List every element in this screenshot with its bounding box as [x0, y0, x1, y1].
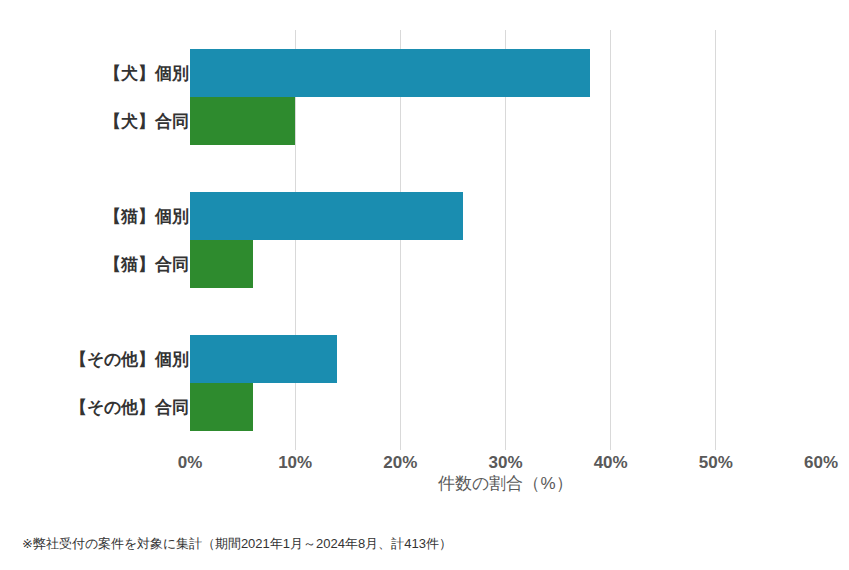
svg-text:【その他】個別: 【その他】個別 — [70, 350, 189, 369]
svg-text:【その他】合同: 【その他】合同 — [70, 398, 189, 417]
svg-text:【犬】個別: 【犬】個別 — [104, 64, 189, 83]
svg-text:0%: 0% — [178, 453, 203, 472]
svg-text:30%: 30% — [488, 453, 522, 472]
svg-text:件数の割合（%）: 件数の割合（%） — [438, 474, 572, 493]
svg-text:※弊社受付の案件を対象に集計（期間2021年1月～2024年: ※弊社受付の案件を対象に集計（期間2021年1月～2024年8月、計413件） — [22, 536, 452, 551]
svg-text:20%: 20% — [383, 453, 417, 472]
svg-text:【犬】合同: 【犬】合同 — [104, 112, 189, 131]
svg-text:40%: 40% — [594, 453, 628, 472]
svg-text:【猫】合同: 【猫】合同 — [104, 255, 189, 274]
svg-text:60%: 60% — [804, 453, 838, 472]
svg-text:10%: 10% — [278, 453, 312, 472]
svg-text:50%: 50% — [699, 453, 733, 472]
svg-text:【猫】個別: 【猫】個別 — [104, 207, 189, 226]
